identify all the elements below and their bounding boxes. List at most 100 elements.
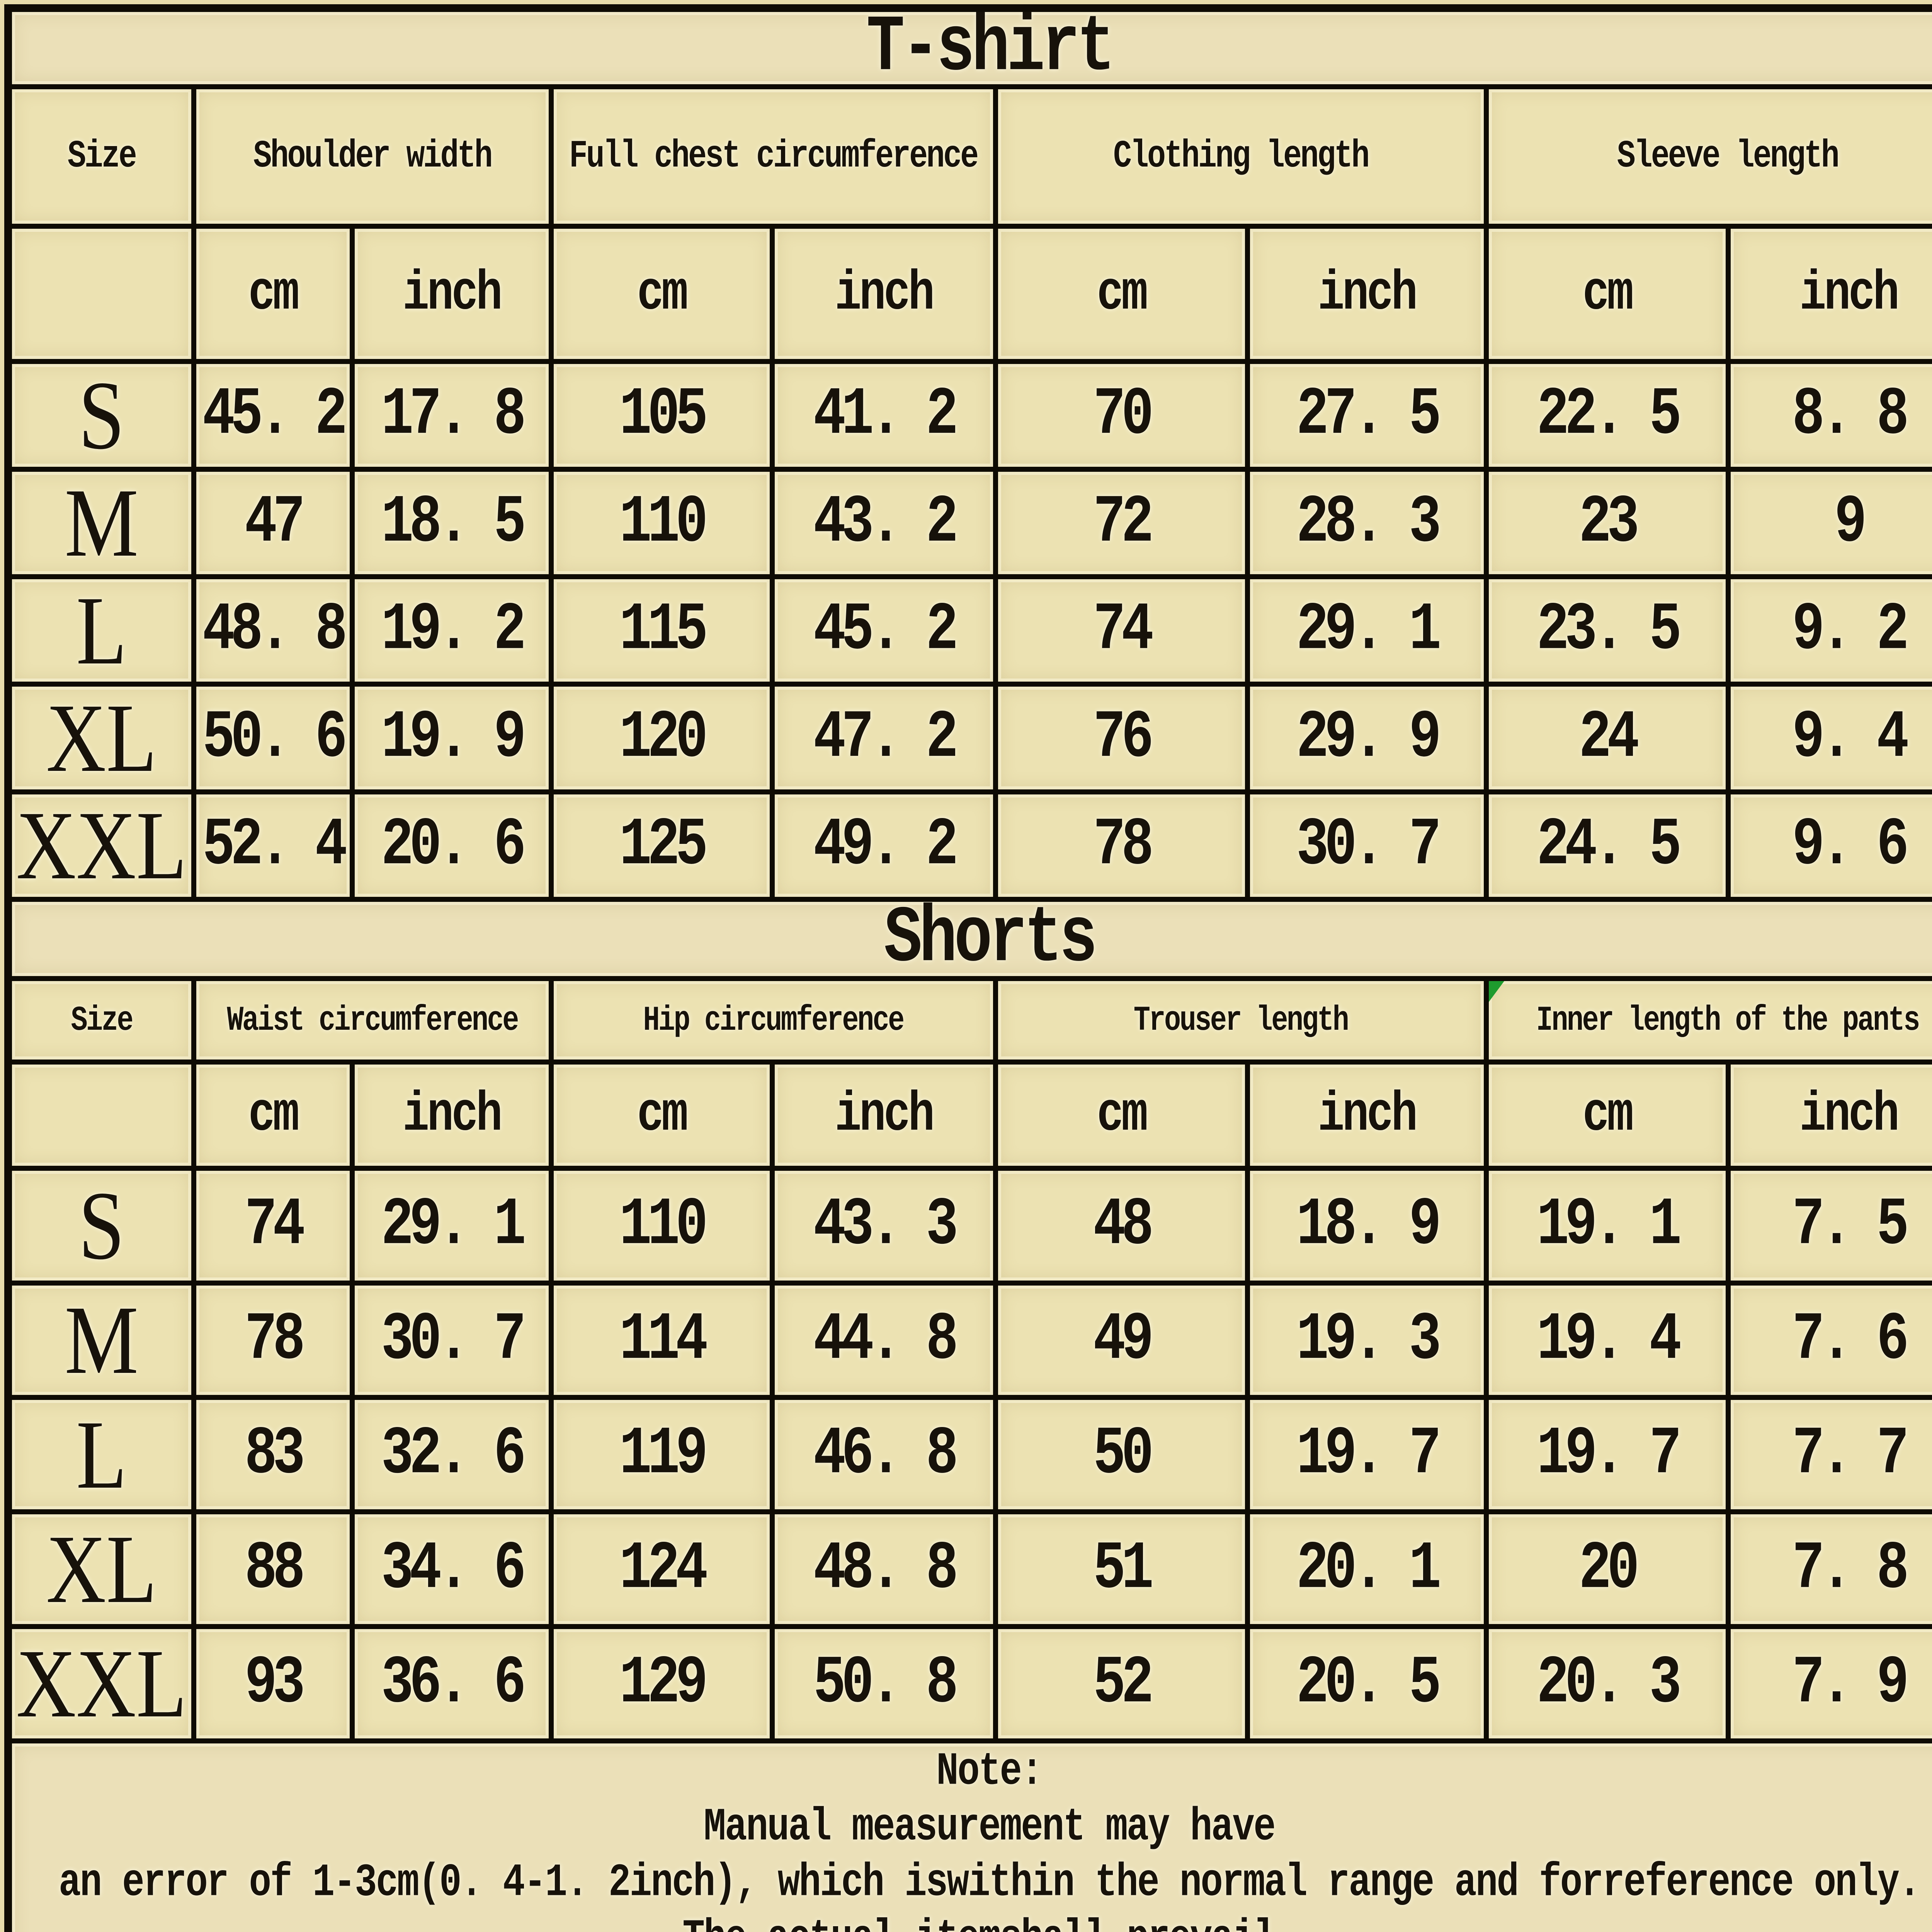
table-row: S 74 29. 1 110 43. 3 48 18. 9 19. 1 7. 5 xyxy=(5,1166,1932,1286)
value-text: 7. 6 xyxy=(1792,1301,1909,1379)
cell-corner-flag-icon xyxy=(1491,983,1504,1002)
value-text: 34. 6 xyxy=(381,1531,526,1608)
value-cell: 52 xyxy=(993,1624,1250,1744)
unit-inch-label: inch xyxy=(835,262,935,326)
value-text: 72 xyxy=(1093,484,1154,561)
value-text: 19. 9 xyxy=(381,699,526,777)
value-cell: 43. 3 xyxy=(769,1166,998,1286)
value-text: 19. 7 xyxy=(1296,1416,1441,1493)
value-text: 46. 8 xyxy=(813,1416,958,1493)
size-header-label: Size xyxy=(67,134,137,179)
value-text: 28. 3 xyxy=(1296,484,1441,561)
value-text: 7. 8 xyxy=(1792,1531,1909,1608)
unit-cm-label: cm xyxy=(1097,1083,1148,1147)
value-cell: 45. 2 xyxy=(769,574,998,687)
value-text: 29. 1 xyxy=(1296,592,1441,669)
value-cell: 24. 5 xyxy=(1483,789,1731,902)
table-row: S 45. 2 17. 8 105 41. 2 70 27. 5 22. 5 8. 8 xyxy=(5,359,1932,472)
value-cell: 18. 9 xyxy=(1245,1166,1489,1286)
value-cell: 22. 5 xyxy=(1483,359,1731,472)
value-cell: 74 xyxy=(993,574,1250,687)
value-cell: 120 xyxy=(548,682,775,794)
value-cell: 41. 2 xyxy=(769,359,998,472)
note-text: Manual measurement may have xyxy=(704,1800,1276,1854)
value-text: 47. 2 xyxy=(813,699,958,777)
value-cell: 36. 6 xyxy=(349,1624,554,1744)
group-header-label: Inner length of the pants xyxy=(1536,1000,1920,1040)
size-label: XL xyxy=(46,1514,157,1624)
value-text: 120 xyxy=(619,699,708,777)
value-cell: 28. 3 xyxy=(1245,466,1489,580)
value-cell: 50. 6 xyxy=(191,682,355,794)
value-cell: 76 xyxy=(993,682,1250,794)
size-cell: M xyxy=(5,1280,196,1400)
shorts-group-header-row: Size Waist circumference Hip circumferen… xyxy=(5,976,1932,1065)
value-text: 9. 6 xyxy=(1792,807,1909,884)
value-cell: 50. 8 xyxy=(769,1624,998,1744)
value-text: 110 xyxy=(619,484,708,561)
value-cell: 19. 9 xyxy=(349,682,554,794)
unit-inch-label: inch xyxy=(835,1083,935,1147)
tshirt-title-cell: T-shirt xyxy=(5,5,1932,90)
shorts-title-row: Shorts xyxy=(5,897,1932,981)
unit-cm-label: cm xyxy=(248,1083,299,1147)
size-cell: S xyxy=(5,359,196,472)
group-header-label: Full chest circumference xyxy=(569,134,979,179)
unit-inch-label: inch xyxy=(1799,1083,1900,1147)
value-text: 129 xyxy=(619,1645,708,1722)
table-row: XL 88 34. 6 124 48. 8 51 20. 1 20 7. 8 xyxy=(5,1509,1932,1629)
value-cell: 47. 2 xyxy=(769,682,998,794)
value-text: 45. 2 xyxy=(202,377,347,454)
value-text: 48 xyxy=(1093,1187,1154,1264)
value-cell: 74 xyxy=(191,1166,355,1286)
note-text: an error of 1-3cm(0. 4-1. 2inch), which … xyxy=(58,1856,1921,1909)
value-cell: 49 xyxy=(993,1280,1250,1400)
unit-cm-label: cm xyxy=(1582,1083,1634,1147)
value-text: 7. 5 xyxy=(1792,1187,1909,1264)
value-text: 124 xyxy=(619,1531,708,1608)
unit-cm-label: cm xyxy=(1582,262,1634,326)
value-text: 88 xyxy=(245,1531,305,1608)
value-text: 78 xyxy=(245,1301,305,1379)
value-cell: 20. 6 xyxy=(349,789,554,902)
value-text: 49. 2 xyxy=(813,807,958,884)
value-cell: 124 xyxy=(548,1509,775,1629)
unit-cell: cm xyxy=(191,1059,355,1171)
group-header-label: Trouser length xyxy=(1133,1000,1349,1040)
value-text: 24 xyxy=(1579,699,1639,777)
value-text: 8. 8 xyxy=(1792,377,1909,454)
value-cell: 19. 1 xyxy=(1483,1166,1731,1286)
tshirt-data-rows: S 45. 2 17. 8 105 41. 2 70 27. 5 22. 5 8. 8 M 47 18… xyxy=(5,359,1932,902)
value-cell: 93 xyxy=(191,1624,355,1744)
unit-cm-label: cm xyxy=(637,262,688,326)
value-text: 74 xyxy=(245,1187,305,1264)
value-cell: 29. 9 xyxy=(1245,682,1489,794)
size-label: S xyxy=(78,1171,125,1280)
group-header-label: Clothing length xyxy=(1113,134,1370,179)
unit-cell: cm xyxy=(548,1059,775,1171)
value-cell: 20. 3 xyxy=(1483,1624,1731,1744)
value-text: 20. 5 xyxy=(1296,1645,1441,1722)
value-text: 93 xyxy=(245,1645,305,1722)
value-cell: 30. 7 xyxy=(349,1280,554,1400)
value-text: 125 xyxy=(619,807,708,884)
group-header-label: Sleeve length xyxy=(1617,134,1840,179)
value-cell: 52. 4 xyxy=(191,789,355,902)
value-text: 43. 3 xyxy=(813,1187,958,1264)
value-cell: 70 xyxy=(993,359,1250,472)
value-text: 22. 5 xyxy=(1536,377,1682,454)
value-text: 47 xyxy=(245,484,305,561)
unit-inch-label: inch xyxy=(402,1083,503,1147)
value-text: 45. 2 xyxy=(813,592,958,669)
size-cell: S xyxy=(5,1166,196,1286)
value-text: 20. 3 xyxy=(1536,1645,1682,1722)
value-text: 19. 3 xyxy=(1296,1301,1441,1379)
value-text: 50. 8 xyxy=(813,1645,958,1722)
units-empty-cell xyxy=(5,1059,196,1171)
value-cell: 20. 5 xyxy=(1245,1624,1489,1744)
value-cell: 7. 8 xyxy=(1725,1509,1932,1629)
value-text: 19. 1 xyxy=(1536,1187,1682,1264)
size-header-label: Size xyxy=(71,1000,134,1040)
value-cell: 19. 3 xyxy=(1245,1280,1489,1400)
size-label: XL xyxy=(46,684,157,792)
